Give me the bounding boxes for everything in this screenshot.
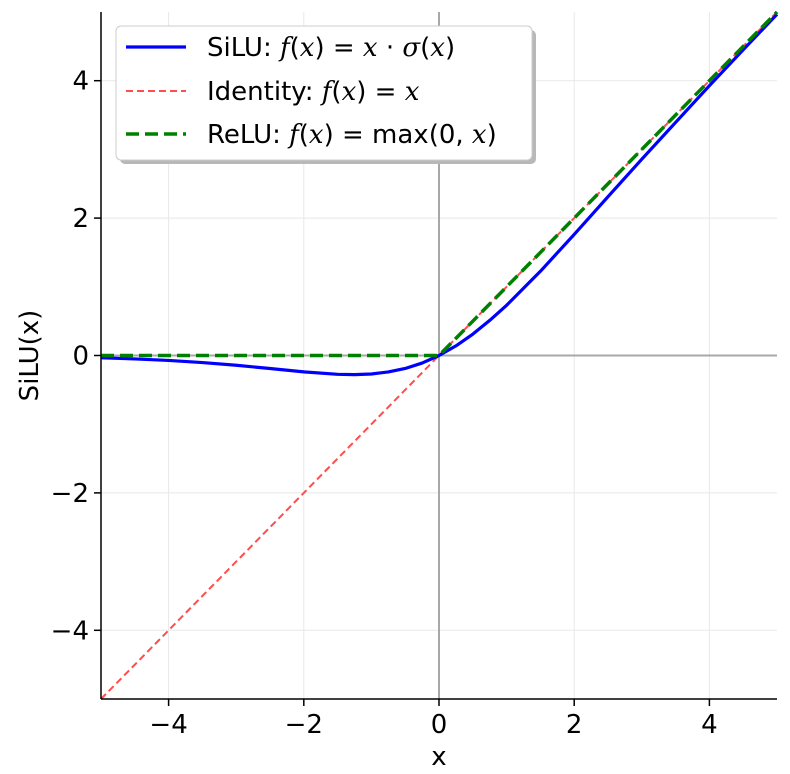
x-tick-label-0: −4 — [149, 710, 187, 740]
y-tick-label-4: 4 — [72, 67, 89, 97]
x-axis-label: x — [431, 742, 446, 772]
series-lines — [100, 10, 779, 700]
series-line-0 — [100, 13, 779, 377]
y-axis-label: SiLU(x) — [15, 310, 45, 402]
legend-label-0: SiLU: f(x) = x · σ(x) — [207, 33, 455, 63]
legend-box — [115, 25, 533, 161]
x-tick-label-2: 0 — [431, 710, 448, 740]
ticks: −4 −2 0 2 4 −4 −2 0 2 4 — [51, 67, 718, 740]
y-tick-label-1: −2 — [51, 479, 89, 509]
y-tick-label-2: 0 — [72, 342, 89, 372]
x-tick-label-1: −2 — [285, 710, 323, 740]
y-tick-label-3: 2 — [72, 204, 89, 234]
x-tick-label-3: 2 — [566, 710, 583, 740]
legend-label-2: ReLU: f(x) = max(0, x) — [207, 120, 497, 150]
legend-label-1: Identity: f(x) = x — [207, 77, 420, 107]
series-line-1 — [100, 11, 778, 700]
legend: SiLU: f(x) = x · σ(x) Identity: f(x) = x R… — [115, 25, 536, 164]
y-tick-label-0: −4 — [51, 616, 89, 646]
x-tick-label-4: 4 — [701, 710, 718, 740]
